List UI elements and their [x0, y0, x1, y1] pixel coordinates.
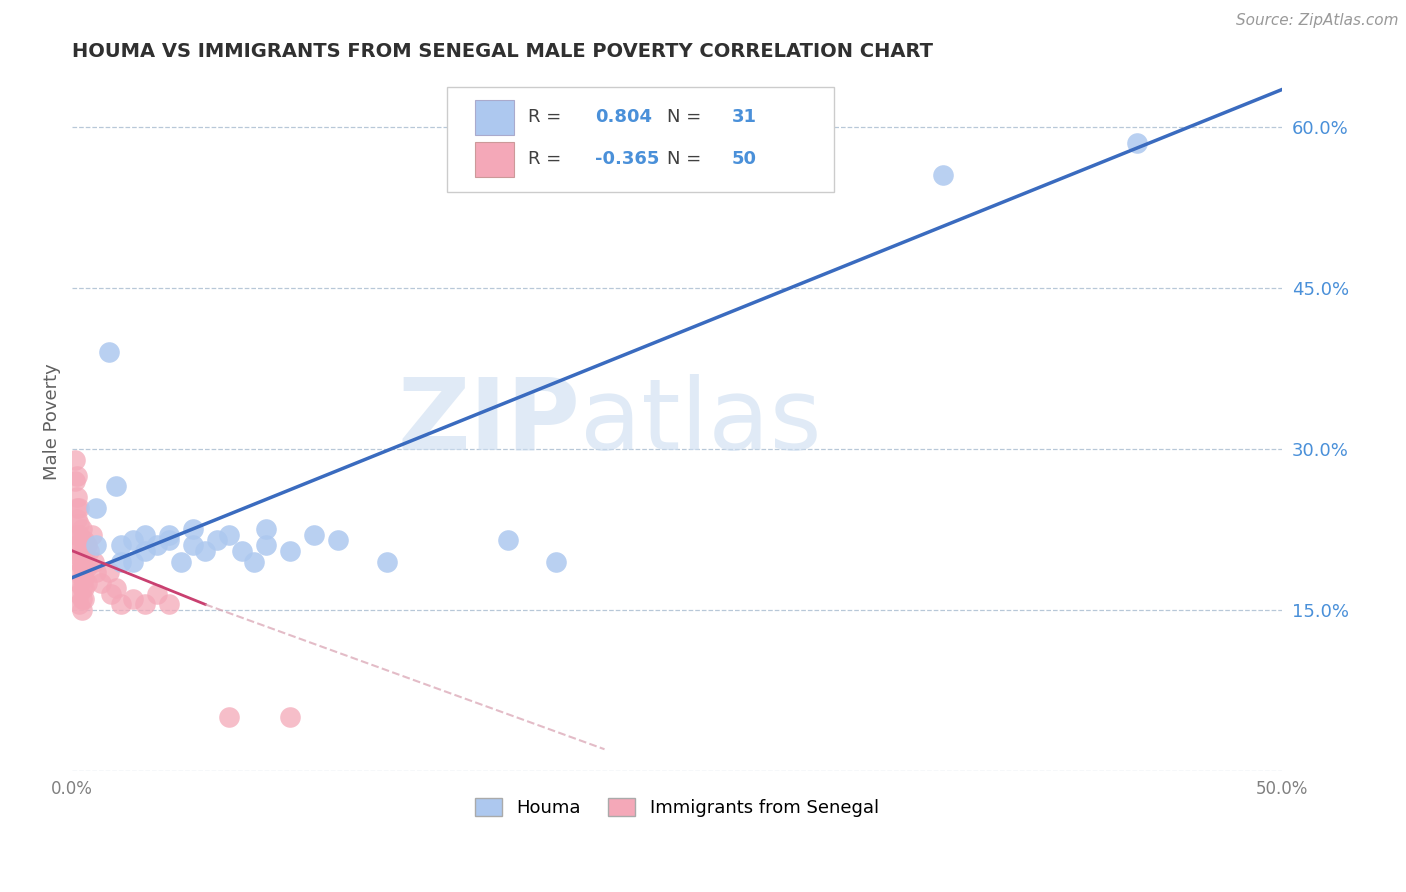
Point [77, 543, 100, 558]
Point [66, 511, 89, 525]
Point [104, 479, 127, 493]
Point [157, 598, 180, 612]
Point [254, 538, 277, 552]
Point [69, 566, 91, 580]
FancyBboxPatch shape [475, 142, 513, 177]
Point [73, 592, 96, 607]
Point [80, 527, 103, 541]
Point [70, 522, 93, 536]
Point [170, 554, 193, 568]
Point [70, 592, 93, 607]
Point [134, 527, 156, 541]
Point [104, 582, 127, 596]
Point [69, 538, 91, 552]
Point [181, 538, 204, 552]
Point [69, 587, 91, 601]
Point [63, 452, 86, 467]
Point [86, 500, 108, 515]
Point [932, 169, 955, 183]
Point [73, 582, 96, 596]
Text: 31: 31 [731, 108, 756, 127]
Point [134, 598, 156, 612]
Point [110, 538, 132, 552]
Text: Source: ZipAtlas.com: Source: ZipAtlas.com [1236, 13, 1399, 29]
Point [69, 576, 91, 591]
Point [70, 571, 93, 585]
Point [73, 533, 96, 547]
Point [218, 527, 240, 541]
Point [121, 533, 143, 547]
Text: R =: R = [529, 150, 567, 169]
Point [69, 598, 91, 612]
Point [70, 533, 93, 547]
Point [90, 576, 112, 591]
Point [302, 527, 325, 541]
Point [97, 566, 120, 580]
Point [76, 560, 98, 574]
Point [121, 592, 143, 607]
Point [66, 490, 89, 504]
Point [1126, 136, 1149, 150]
Point [66, 538, 89, 552]
Point [146, 538, 169, 552]
Point [375, 554, 398, 568]
Point [70, 560, 93, 574]
Point [207, 533, 229, 547]
Point [69, 554, 91, 568]
Point [100, 587, 122, 601]
Text: N =: N = [668, 108, 707, 127]
Text: 50: 50 [731, 150, 756, 169]
Point [69, 516, 91, 531]
Point [86, 566, 108, 580]
Point [73, 571, 96, 585]
Point [157, 527, 180, 541]
Point [218, 710, 240, 724]
Point [194, 543, 217, 558]
Text: atlas: atlas [581, 374, 823, 471]
Point [146, 587, 169, 601]
Point [157, 533, 180, 547]
Point [546, 554, 568, 568]
FancyBboxPatch shape [447, 87, 834, 192]
Text: ZIP: ZIP [398, 374, 581, 471]
Point [70, 582, 93, 596]
Point [231, 543, 253, 558]
Point [69, 549, 91, 563]
Point [496, 533, 519, 547]
Point [110, 554, 132, 568]
Point [83, 554, 105, 568]
Text: HOUMA VS IMMIGRANTS FROM SENEGAL MALE POVERTY CORRELATION CHART: HOUMA VS IMMIGRANTS FROM SENEGAL MALE PO… [72, 42, 934, 61]
Point [242, 554, 264, 568]
Y-axis label: Male Poverty: Male Poverty [44, 364, 60, 481]
Text: 0.804: 0.804 [595, 108, 652, 127]
Text: R =: R = [529, 108, 567, 127]
Point [110, 598, 132, 612]
Point [73, 560, 96, 574]
Point [181, 522, 204, 536]
Point [328, 533, 350, 547]
Point [86, 538, 108, 552]
Point [66, 527, 89, 541]
Legend: Houma, Immigrants from Senegal: Houma, Immigrants from Senegal [468, 790, 886, 824]
Point [73, 549, 96, 563]
Point [66, 468, 89, 483]
Point [76, 576, 98, 591]
Point [97, 345, 120, 359]
Point [254, 522, 277, 536]
Text: -0.365: -0.365 [595, 150, 659, 169]
Point [76, 538, 98, 552]
Point [278, 710, 301, 724]
Point [63, 474, 86, 488]
FancyBboxPatch shape [475, 100, 513, 135]
Point [278, 543, 301, 558]
Point [69, 527, 91, 541]
Point [69, 500, 91, 515]
Text: N =: N = [668, 150, 707, 169]
Point [70, 603, 93, 617]
Point [66, 500, 89, 515]
Point [121, 554, 143, 568]
Point [134, 543, 156, 558]
Point [70, 549, 93, 563]
